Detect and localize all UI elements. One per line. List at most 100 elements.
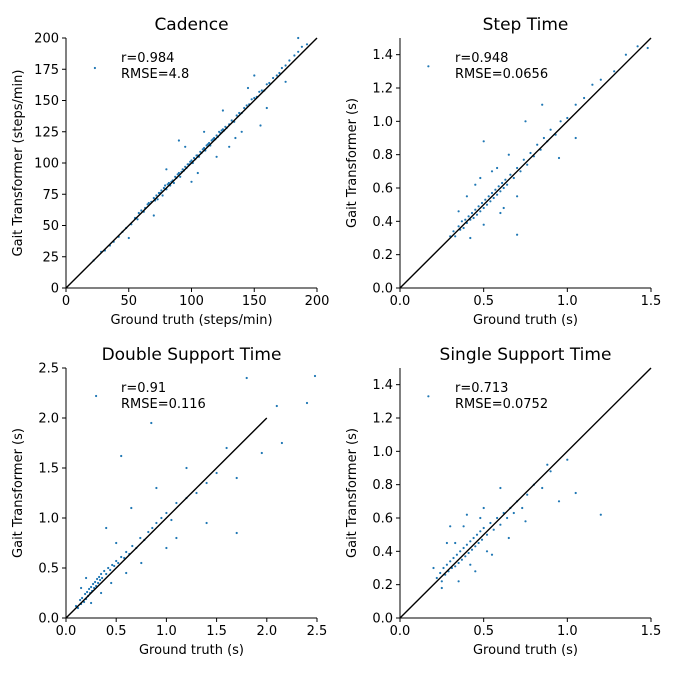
data-point: [221, 109, 224, 112]
data-point: [80, 586, 83, 590]
data-point: [280, 66, 283, 70]
data-point: [464, 555, 467, 558]
data-point: [175, 536, 178, 540]
data-point: [93, 66, 96, 70]
data-point: [542, 136, 546, 140]
data-point: [574, 136, 577, 140]
stats-annotation: RMSE=4.8: [121, 67, 189, 82]
y-tick-label: 0.8: [372, 478, 393, 493]
data-point: [469, 540, 472, 543]
y-axis-label: Gait Transformer (s): [11, 428, 26, 558]
x-tick-label: 1.0: [557, 294, 578, 309]
data-point: [557, 156, 561, 160]
data-point: [549, 470, 552, 473]
data-point: [297, 36, 300, 40]
data-point: [482, 206, 485, 210]
data-point: [494, 188, 497, 191]
y-tick-label: 1.5: [38, 462, 59, 477]
data-point: [516, 195, 519, 198]
stats-annotation: r=0.984: [121, 51, 174, 66]
data-point: [460, 558, 463, 561]
x-tick-label: 2.0: [256, 624, 277, 639]
data-point: [115, 541, 118, 545]
data-point: [512, 176, 515, 180]
data-point: [613, 70, 616, 73]
data-point: [524, 520, 527, 523]
data-point: [280, 441, 283, 445]
data-point: [107, 566, 110, 570]
data-point: [489, 521, 492, 525]
data-point: [235, 114, 238, 117]
data-point: [245, 104, 248, 107]
data-point: [474, 570, 477, 573]
data-point: [190, 159, 193, 162]
data-point: [185, 466, 188, 470]
y-tick-label: 1.0: [372, 115, 393, 130]
y-tick-label: 175: [34, 63, 59, 78]
data-point: [522, 158, 525, 161]
data-point: [235, 531, 238, 535]
data-point: [196, 171, 199, 175]
subplot-4: Single Support Time 0.0 0.5 1.0 1.5 0.0 0.2 0.4…: [345, 345, 661, 658]
y-tick-label: 75: [42, 188, 59, 203]
stats-annotation: r=0.948: [455, 51, 508, 66]
data-point: [120, 555, 123, 559]
data-point: [125, 550, 128, 554]
data-point: [482, 526, 485, 530]
data-point: [205, 481, 208, 485]
data-point: [462, 525, 465, 528]
data-point: [479, 176, 482, 180]
data-point: [474, 208, 477, 211]
data-point: [84, 592, 87, 596]
y-tick-label: 0.0: [38, 612, 59, 627]
data-point: [225, 446, 228, 450]
subplot-title: Single Support Time: [440, 345, 612, 365]
data-point: [574, 103, 577, 106]
data-point: [293, 54, 296, 57]
data-point: [161, 194, 164, 197]
data-point: [275, 404, 278, 408]
data-point: [125, 571, 128, 575]
data-point: [238, 111, 241, 115]
y-tick-label: 0.4: [372, 215, 393, 230]
data-point: [88, 587, 91, 591]
data-point: [435, 576, 438, 580]
data-point: [506, 516, 509, 520]
data-point: [100, 591, 103, 595]
data-point: [151, 526, 154, 530]
data-point: [147, 530, 150, 534]
subplot-3: Double Support Time 0.0 0.5 1.0 1.5 2.0 2.5 0.0…: [11, 345, 327, 658]
data-point: [475, 533, 479, 536]
data-point: [127, 236, 130, 240]
data-point: [479, 530, 482, 533]
data-point: [442, 566, 445, 570]
data-point: [541, 103, 544, 106]
data-point: [258, 90, 261, 93]
data-point: [432, 566, 435, 570]
data-point: [184, 145, 187, 148]
data-point: [474, 183, 477, 186]
data-point: [140, 561, 143, 565]
data-point: [499, 486, 502, 490]
data-point: [490, 553, 494, 556]
subplot-title: Step Time: [483, 15, 569, 35]
data-point: [480, 201, 484, 205]
data-point: [439, 571, 442, 575]
data-point: [449, 525, 452, 528]
x-tick-label: 0.0: [390, 624, 411, 639]
data-point: [484, 198, 487, 201]
data-point: [115, 559, 118, 563]
data-point: [509, 173, 512, 176]
data-point: [253, 96, 256, 100]
data-point: [203, 146, 206, 150]
data-point: [100, 572, 103, 576]
x-tick-label: 150: [242, 294, 267, 309]
data-point: [454, 565, 457, 568]
data-point: [465, 543, 468, 546]
y-tick-label: 50: [42, 219, 59, 234]
data-point: [245, 376, 248, 380]
data-point: [101, 576, 104, 580]
stats-annotation: RMSE=0.116: [121, 397, 206, 412]
data-point: [557, 500, 561, 503]
x-tick-label: 100: [179, 294, 204, 309]
